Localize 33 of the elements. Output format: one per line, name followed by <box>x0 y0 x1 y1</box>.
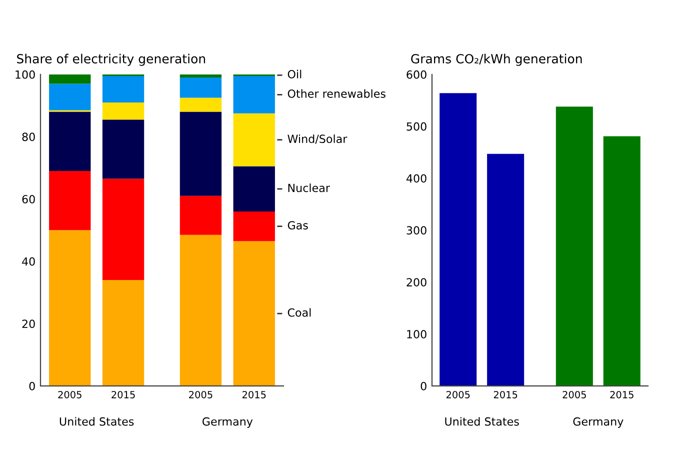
y-tick-label: 80 <box>22 132 35 142</box>
text: United States <box>445 417 519 426</box>
y-tick-label: 100 <box>407 330 426 338</box>
y-tick-label: 200 <box>406 278 426 286</box>
x-tick-label: 2005 <box>446 390 470 398</box>
series-label: Oil <box>288 70 302 78</box>
y-tick-label: 0 <box>420 382 426 390</box>
x-tick-label: 2015 <box>112 390 135 398</box>
y-tick-label: 60 <box>22 194 35 204</box>
series-label: Other renewables <box>288 89 386 98</box>
y-tick-label: 600 <box>406 70 426 79</box>
text: Germany <box>202 417 253 428</box>
y-tick-label: 0 <box>29 382 35 390</box>
x-tick-label: 2005 <box>562 390 586 398</box>
text: Germany <box>573 417 624 428</box>
series-label: Nuclear <box>288 184 330 192</box>
y-tick-label: 500 <box>406 122 426 131</box>
series-label: Gas <box>288 221 308 230</box>
series-label: Wind/Solar <box>288 134 348 144</box>
y-tick-label: 40 <box>22 257 35 266</box>
x-tick-label: 2015 <box>494 390 518 398</box>
x-tick-label: 2005 <box>189 390 212 398</box>
y-tick-label: 300 <box>406 226 426 235</box>
x-tick-label: 2015 <box>242 390 266 398</box>
y-tick-label: 100 <box>16 70 35 79</box>
chart-title: Share of electricity generation <box>17 54 206 66</box>
series-label: Coal <box>288 308 311 317</box>
y-tick-label: 20 <box>22 320 35 328</box>
x-tick-label: 2015 <box>610 390 634 398</box>
x-tick-label: 2005 <box>58 390 82 398</box>
y-tick-label: 400 <box>406 174 426 183</box>
chart-title: Grams CO₂/kWh generation <box>411 54 582 66</box>
text: United States <box>60 417 134 426</box>
